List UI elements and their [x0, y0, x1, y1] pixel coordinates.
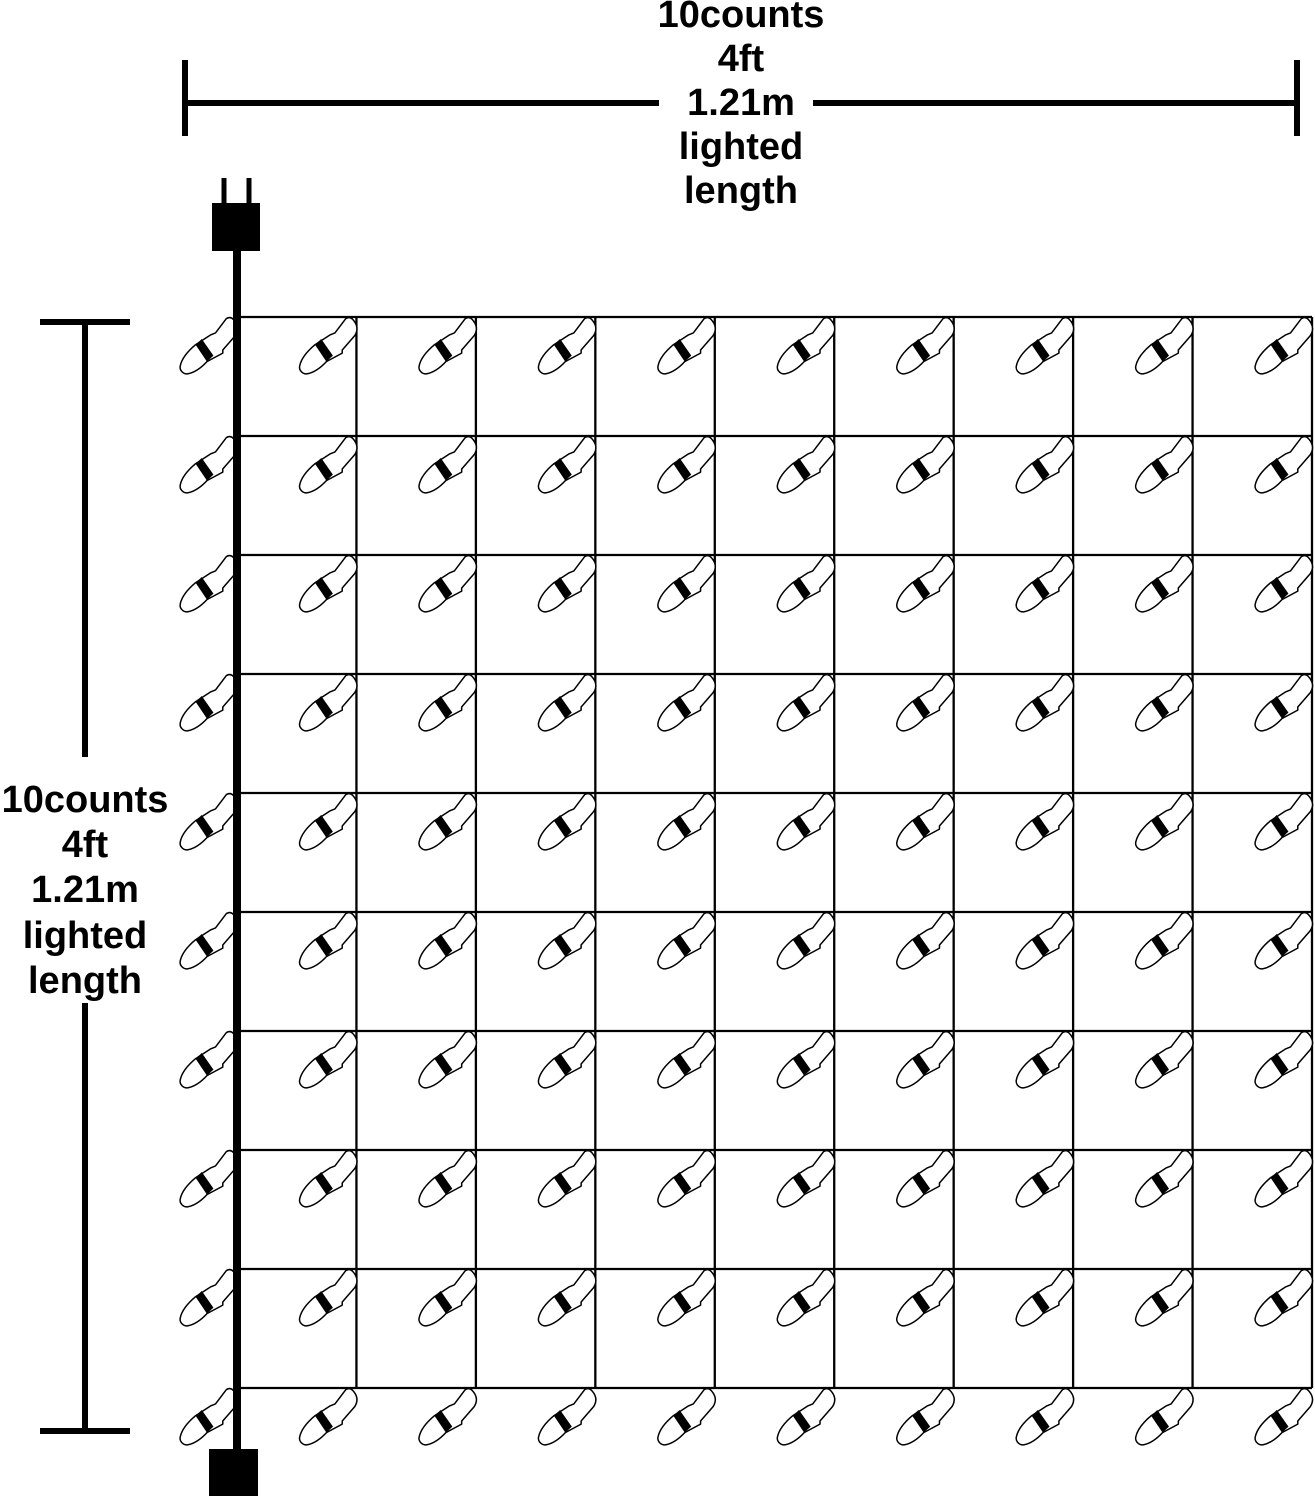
svg-text:1.21m: 1.21m	[687, 82, 795, 124]
svg-text:1.21m: 1.21m	[31, 869, 139, 911]
svg-text:length: length	[684, 170, 798, 212]
svg-text:length: length	[28, 960, 142, 1002]
svg-text:4ft: 4ft	[718, 38, 765, 80]
svg-text:4ft: 4ft	[62, 824, 109, 866]
svg-text:10counts: 10counts	[2, 779, 169, 821]
svg-text:10counts: 10counts	[658, 0, 825, 36]
svg-text:lighted: lighted	[679, 126, 804, 168]
svg-text:lighted: lighted	[23, 915, 148, 957]
